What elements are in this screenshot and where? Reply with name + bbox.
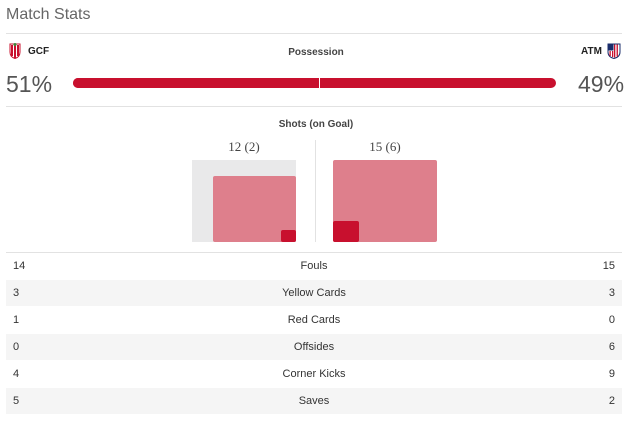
shots-label: Shots (on Goal) [278,119,354,130]
atletico-crest-icon [607,43,621,59]
away-shots-text: 15 (6) [369,139,401,154]
stat-name: Yellow Cards [282,287,346,299]
home-stat-value: 14 [13,260,26,272]
possession-split-marker [319,78,320,88]
away-stat-value: 2 [608,395,615,407]
stat-name: Corner Kicks [282,368,346,380]
divider [6,252,622,253]
away-stat-value: 9 [608,368,615,380]
away-shots-graphic [333,160,437,242]
granada-crest-icon [9,43,21,59]
divider [6,106,622,107]
away-stat-value: 3 [608,287,615,299]
page-title: Match Stats [6,6,91,23]
shots-divider [315,140,316,242]
home-stat-value: 5 [13,395,20,407]
home-stat-value: 3 [13,287,20,299]
home-team-abbr: GCF [28,46,50,57]
away-possession-value: 49% [578,71,625,97]
away-stat-value: 6 [608,341,615,353]
home-stat-value: 4 [13,368,20,380]
home-stat-value: 0 [13,341,20,353]
stat-name: Offsides [293,341,335,353]
home-shots-text: 12 (2) [228,139,260,154]
stat-name: Fouls [300,260,328,272]
stat-row-offsides: 0 Offsides 6 [6,334,622,360]
divider [6,33,622,34]
home-stat-value: 1 [13,314,20,326]
possession-label: Possession [288,47,344,58]
home-possession-fill [73,78,319,88]
home-shots-on-goal-box [281,230,296,242]
stat-name: Saves [298,395,330,407]
home-possession-value: 51% [6,71,53,97]
possession-bar [73,78,556,88]
away-stat-value: 15 [602,260,615,272]
stat-row-corner-kicks: 4 Corner Kicks 9 [6,361,622,387]
stat-row-saves: 5 Saves 2 [6,388,622,414]
away-stat-value: 0 [608,314,615,326]
stat-row-yellow-cards: 3 Yellow Cards 3 [6,280,622,306]
home-shots-graphic [192,160,296,242]
away-team-abbr: ATM [581,46,602,57]
away-shots-on-goal-box [333,221,359,242]
stat-name: Red Cards [287,314,341,326]
stat-row-fouls: 14 Fouls 15 [6,253,622,279]
stat-row-red-cards: 1 Red Cards 0 [6,307,622,333]
